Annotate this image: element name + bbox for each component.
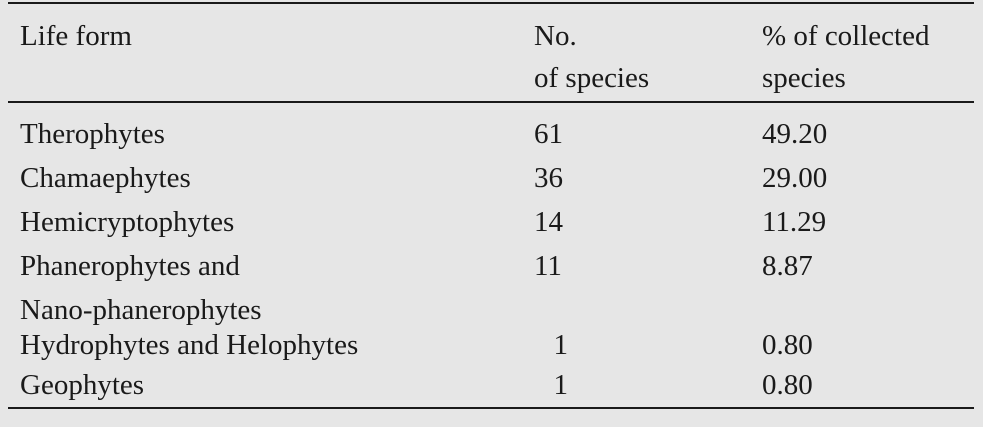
row-life-form: Chamaephytes: [20, 162, 191, 194]
row-count: 14: [534, 206, 563, 238]
table-header-rule: [8, 101, 974, 103]
row-count: 11: [534, 250, 562, 282]
row-percent: 8.87: [762, 250, 813, 282]
table-top-rule: [8, 2, 974, 4]
row-percent: 0.80: [762, 369, 813, 401]
row-life-form: Phanerophytes and: [20, 250, 240, 282]
row-count: 61: [534, 118, 563, 150]
row-percent: 49.20: [762, 118, 828, 150]
row-percent: 0.80: [762, 329, 813, 361]
header-no-species-line2: of species: [534, 62, 650, 94]
row-count: 1: [553, 329, 569, 361]
row-percent: 29.00: [762, 162, 828, 194]
row-life-form: Hydrophytes and Helophytes: [20, 329, 359, 361]
row-life-form: Hemicryptophytes: [20, 206, 235, 238]
row-count: 1: [553, 369, 569, 401]
header-percent-line1: % of collected: [762, 20, 930, 52]
table-bottom-rule: [8, 407, 974, 409]
row-percent: 11.29: [762, 206, 827, 238]
header-percent-line2: species: [762, 62, 846, 94]
header-life-form: Life form: [20, 20, 132, 52]
row-life-form: Therophytes: [20, 118, 165, 150]
header-no-species-line1: No.: [534, 20, 577, 52]
row-life-form-continued: Nano-phanerophytes: [20, 294, 262, 326]
row-count: 36: [534, 162, 563, 194]
row-life-form: Geophytes: [20, 369, 145, 401]
